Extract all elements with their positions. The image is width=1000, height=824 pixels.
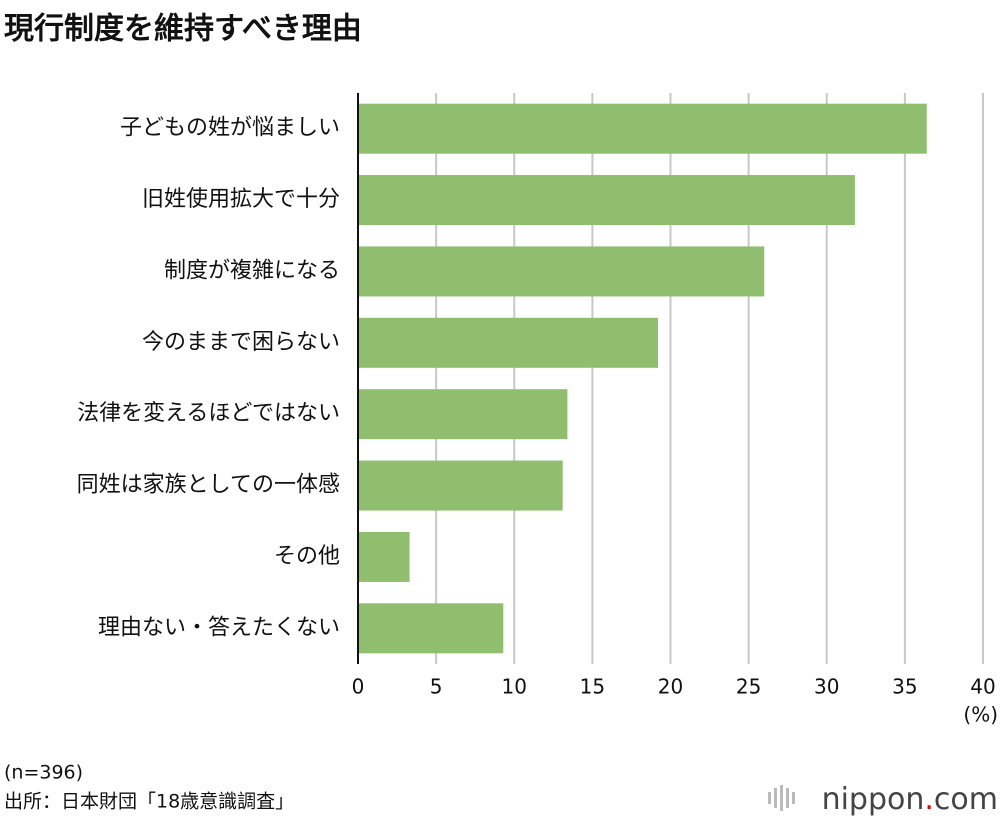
chart-title: 現行制度を維持すべき理由 — [4, 12, 362, 47]
logo-part: . — [924, 782, 934, 817]
logo-part: nippon — [822, 782, 925, 817]
bar — [358, 603, 504, 654]
logo-icon — [768, 785, 795, 811]
x-tick-label: 0 — [352, 675, 365, 699]
y-tick-label: その他 — [274, 544, 340, 569]
x-tick-label: 5 — [430, 675, 443, 699]
note: (n=396) — [4, 762, 83, 784]
bar — [358, 389, 568, 440]
y-tick-label: 理由ない・答えたくない — [98, 615, 340, 640]
bar — [358, 246, 765, 297]
x-tick-label: 20 — [658, 675, 683, 699]
x-tick-label: 30 — [814, 675, 839, 699]
logo: nippon.com — [822, 782, 998, 817]
y-tick-label: 制度が複雑になる — [164, 258, 340, 283]
bar — [358, 103, 927, 154]
x-tick-label: 15 — [580, 675, 605, 699]
logo-part: com — [934, 782, 998, 817]
y-tick-label: 今のままで困らない — [142, 330, 340, 355]
unit-label: (%) — [963, 703, 998, 727]
bar — [358, 531, 410, 582]
bar — [358, 175, 855, 226]
y-tick-label: 子どもの姓が悩ましい — [120, 116, 340, 141]
y-tick-label: 旧姓使用拡大で十分 — [142, 187, 340, 212]
source: 出所：日本財団「18歳意識調査」 — [4, 791, 294, 813]
bar — [358, 460, 563, 511]
x-tick-label: 25 — [736, 675, 761, 699]
x-tick-label: 40 — [970, 675, 995, 699]
x-tick-label: 35 — [892, 675, 917, 699]
y-tick-label: 同姓は家族としての一体感 — [77, 473, 340, 498]
bar — [358, 317, 658, 368]
y-tick-label: 法律を変えるほどではない — [77, 401, 340, 426]
x-tick-label: 10 — [502, 675, 527, 699]
